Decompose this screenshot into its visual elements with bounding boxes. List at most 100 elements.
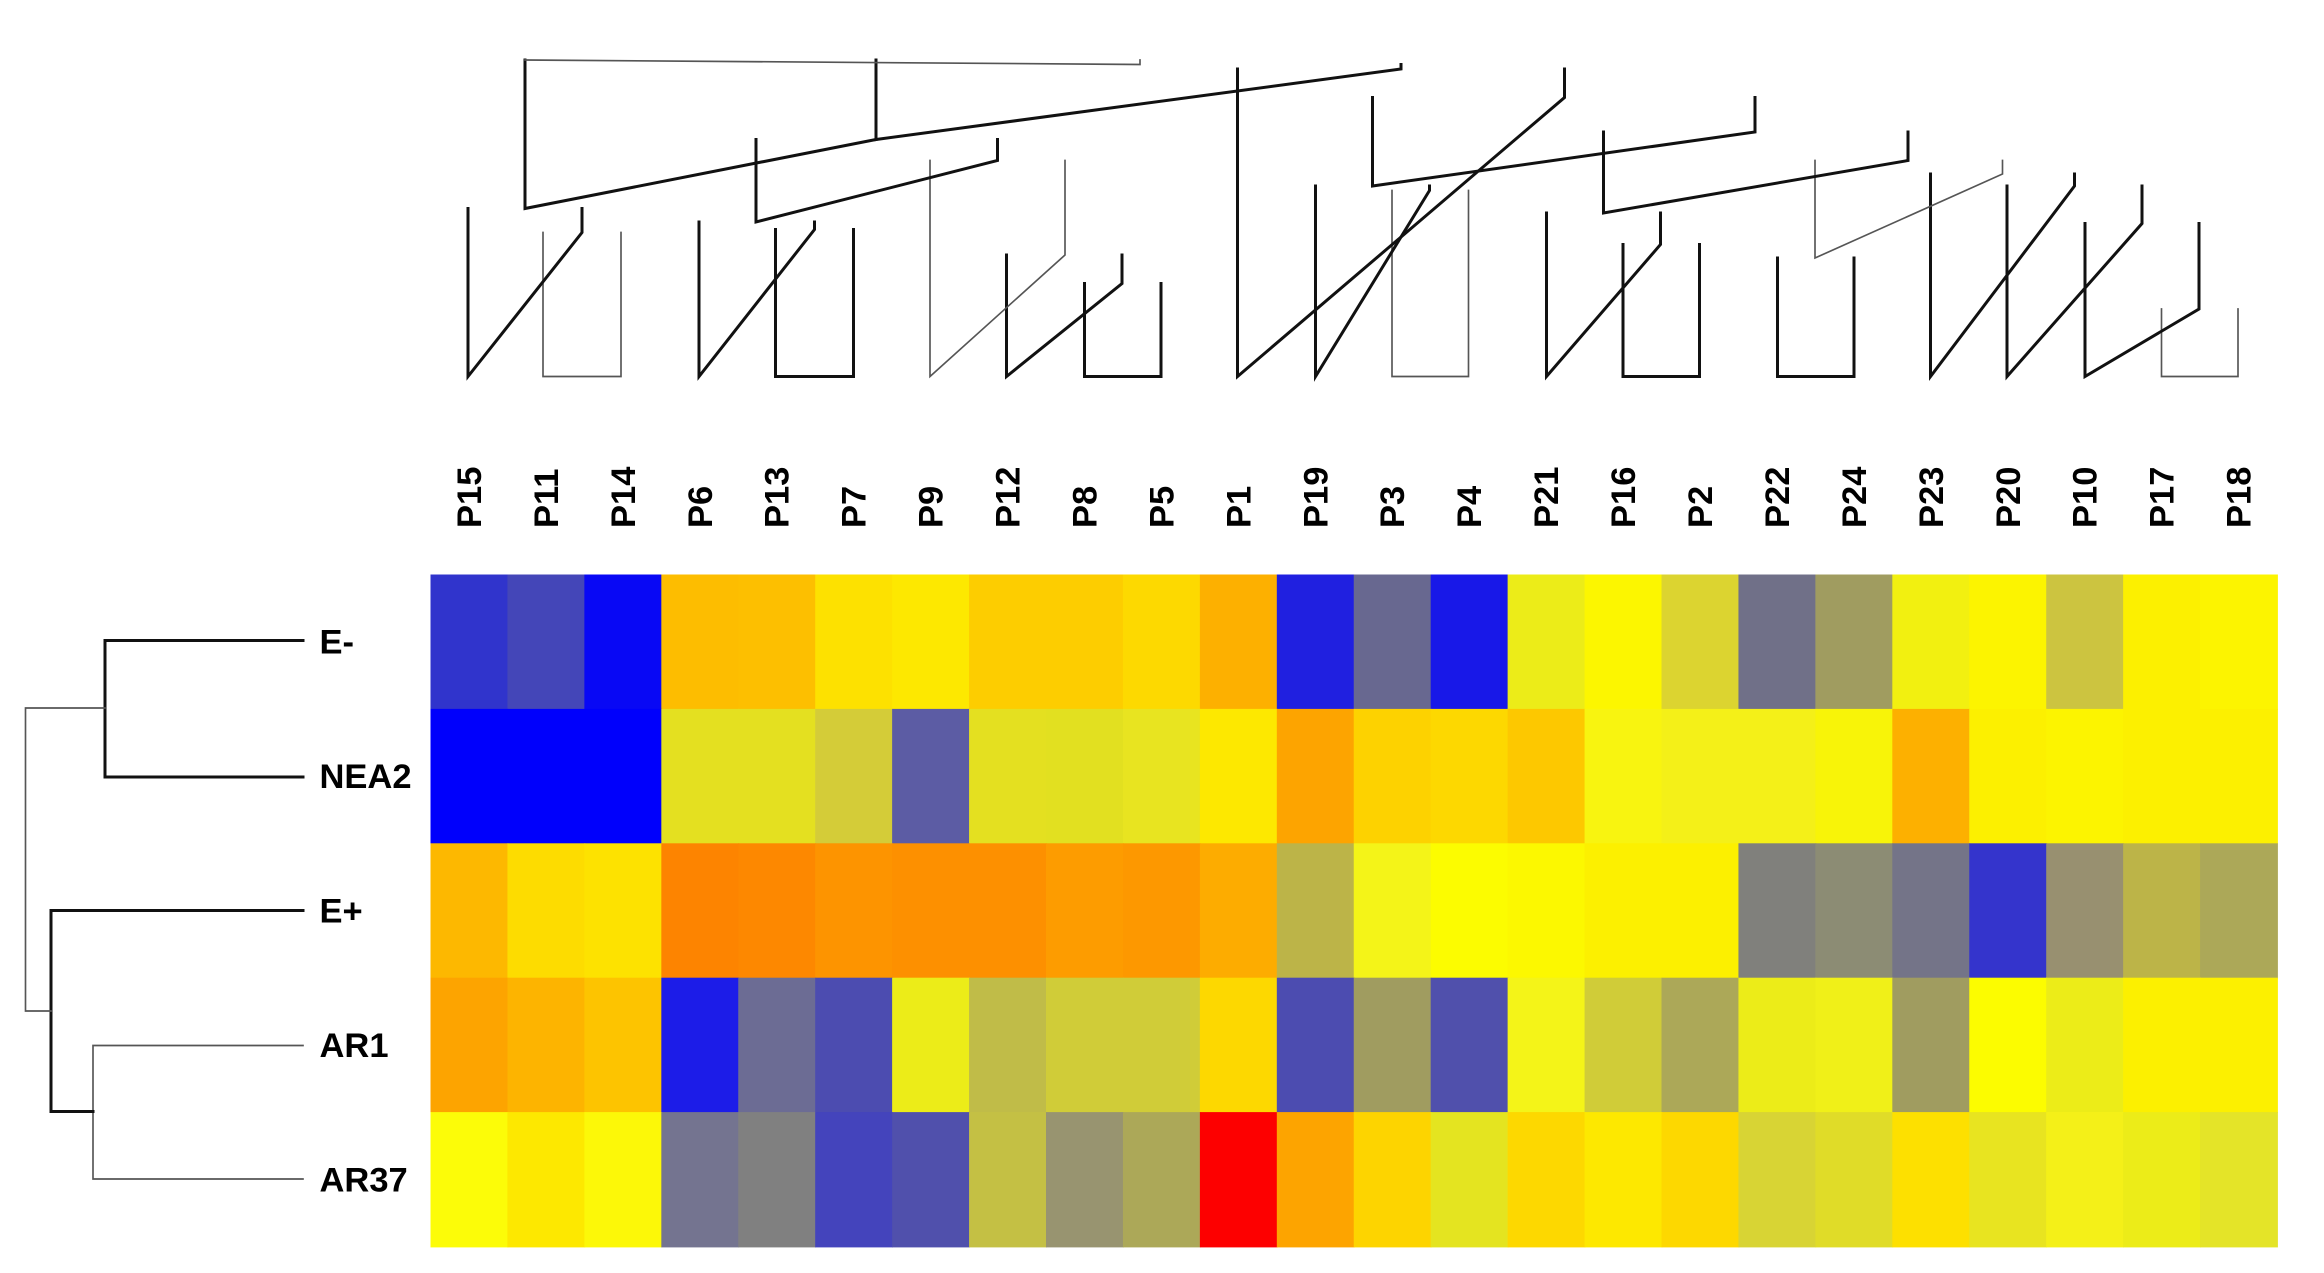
heatmap-cell-NEA2-P3 (1353, 708, 1432, 845)
heatmap-cell-AR1-P16 (1584, 977, 1663, 1113)
heatmap-cell-NEA2-P20 (1969, 708, 2048, 845)
column-dendrogram-link-19 (1602, 130, 1910, 215)
heatmap-cell-E--P10 (2046, 574, 2125, 710)
column-dendrogram-link-3 (697, 220, 816, 381)
heatmap-cell-AR37-P13 (738, 1112, 817, 1248)
heatmap-cell-NEA2-P17 (2123, 708, 2201, 845)
heatmap-cell-AR1-P24 (1815, 977, 1894, 1113)
row-dendrogram-link-3 (24, 707, 106, 1012)
heatmap-cell-E--P15 (430, 574, 509, 710)
heatmap-cell-E+-P11 (507, 843, 586, 979)
column-label-P4: P4 (1451, 486, 1489, 528)
column-dendrogram-link-17 (1929, 172, 2076, 381)
heatmap-cell-E+-P10 (2046, 843, 2125, 979)
heatmap-cell-AR37-P21 (1507, 1112, 1586, 1248)
column-dendrogram-link-11 (1621, 243, 1701, 378)
column-dendrogram-link-2 (774, 228, 855, 378)
heatmap-cell-NEA2-P15 (430, 708, 509, 845)
column-label-P22: P22 (1759, 467, 1797, 528)
column-label-P1: P1 (1220, 486, 1258, 528)
heatmap-cell-E+-P17 (2123, 843, 2201, 979)
heatmap-cell-NEA2-P23 (1892, 708, 1971, 845)
heatmap-cell-AR1-P5 (1122, 977, 1201, 1113)
column-dendrogram-link-1 (466, 207, 584, 381)
row-labels: E- NEA2 E+ AR1 AR37 (320, 624, 412, 1200)
column-label-P16: P16 (1605, 467, 1643, 528)
column-dendrogram-link-13 (1776, 256, 1856, 378)
heatmap-cell-NEA2-P12 (969, 708, 1047, 845)
heatmap-cell-E--P18 (2200, 574, 2278, 710)
column-dendrogram-link-14 (2160, 308, 2239, 378)
column-label-P12: P12 (990, 467, 1028, 528)
heatmap-cell-AR37-P9 (892, 1112, 970, 1248)
heatmap-cell-AR1-P18 (2200, 977, 2278, 1113)
heatmap-cell-E+-P9 (892, 843, 970, 979)
heatmap-cell-E--P9 (892, 574, 970, 710)
heatmap-cell-E+-P20 (1969, 843, 2048, 979)
heatmap-cell-E+-P1 (1199, 843, 1278, 979)
column-label-P7: P7 (836, 486, 874, 528)
column-labels: P15 P11 P14 P6 P13 P7 P9 P12 P8 P5 P1 P19 P3 P4 P21 P16… (451, 467, 2259, 528)
heatmap-cell-E+-P6 (661, 843, 740, 979)
heatmap-cell-E+-P21 (1507, 843, 1586, 979)
heatmap-cell-E--P21 (1507, 574, 1586, 710)
heatmap-cell-E--P1 (1199, 574, 1278, 710)
column-label-P23: P23 (1913, 467, 1951, 528)
heatmap-cell-AR37-P18 (2200, 1112, 2278, 1248)
heatmap-cell-AR37-P20 (1969, 1112, 2048, 1248)
heatmap-cell-AR37-P5 (1122, 1112, 1201, 1248)
column-label-P2: P2 (1682, 486, 1720, 528)
heatmap-cell-AR37-P3 (1353, 1112, 1432, 1248)
row-label-NEA2: NEA2 (320, 758, 412, 796)
heatmap-cell-AR1-P19 (1276, 977, 1355, 1113)
row-label-AR1: AR1 (320, 1027, 389, 1065)
heatmap-cell-NEA2-P7 (815, 708, 894, 845)
heatmap-cell-AR37-P1 (1199, 1112, 1278, 1248)
column-label-P18: P18 (2221, 467, 2259, 528)
column-dendrogram-link-6 (929, 159, 1066, 379)
heatmap-cell-AR1-P4 (1430, 977, 1509, 1113)
heatmap-cell-E+-P12 (969, 843, 1047, 979)
heatmap-cell-AR1-P3 (1353, 977, 1432, 1113)
heatmap-cell-AR1-P22 (1738, 977, 1817, 1113)
heatmap-cell-AR1-P23 (1892, 977, 1971, 1113)
column-dendrogram-link-16 (2005, 184, 2144, 381)
column-dendrogram-link-9 (1391, 189, 1470, 378)
heatmap-cell-E+-P22 (1738, 843, 1817, 979)
row-dendrogram-link-0 (103, 639, 305, 779)
heatmap-cell-E--P12 (969, 574, 1047, 710)
heatmap-cell-AR37-P11 (507, 1112, 586, 1248)
heatmap-cell-AR1-P6 (661, 977, 740, 1113)
heatmap-cell-AR37-P2 (1661, 1112, 1740, 1248)
heatmap-cell-AR37-P8 (1045, 1112, 1124, 1248)
heatmap-cell-NEA2-P22 (1738, 708, 1817, 845)
heatmap-cell-AR37-P23 (1892, 1112, 1971, 1248)
heatmap-cell-AR37-P22 (1738, 1112, 1817, 1248)
heatmap-cell-NEA2-P10 (2046, 708, 2125, 845)
heatmap-cell-AR1-P2 (1661, 977, 1740, 1113)
heatmap-cell-NEA2-P11 (507, 708, 586, 845)
heatmap-cell-NEA2-P18 (2200, 708, 2278, 845)
heatmap-cell-E+-P14 (584, 843, 663, 979)
heatmap-cell-E--P4 (1430, 574, 1509, 710)
heatmap-cell-E+-P5 (1122, 843, 1201, 979)
column-dendrogram-link-20 (1371, 96, 1757, 188)
heatmap-cell-AR37-P7 (815, 1112, 894, 1248)
heatmap-cell-AR1-P12 (969, 977, 1047, 1113)
heatmap-cell-NEA2-P5 (1122, 708, 1201, 845)
heatmap-cell-E--P20 (1969, 574, 2048, 710)
column-label-P8: P8 (1067, 486, 1105, 528)
heatmap-cell-NEA2-P13 (738, 708, 817, 845)
heatmap-cell-NEA2-P24 (1815, 708, 1894, 845)
heatmap-cell-AR37-P16 (1584, 1112, 1663, 1248)
heatmap-cell-E+-P18 (2200, 843, 2278, 979)
heatmap-cell-E--P23 (1892, 574, 1971, 710)
heatmap-cell-E+-P4 (1430, 843, 1509, 979)
heatmap-cell-E--P11 (507, 574, 586, 710)
heatmap-cell-NEA2-P9 (892, 708, 970, 845)
heatmap-cell-E--P2 (1661, 574, 1740, 710)
heatmap-cell-E--P6 (661, 574, 740, 710)
column-label-P11: P11 (528, 469, 566, 528)
heatmap-cell-AR1-P21 (1507, 977, 1586, 1113)
heatmap-cell-NEA2-P16 (1584, 708, 1663, 845)
